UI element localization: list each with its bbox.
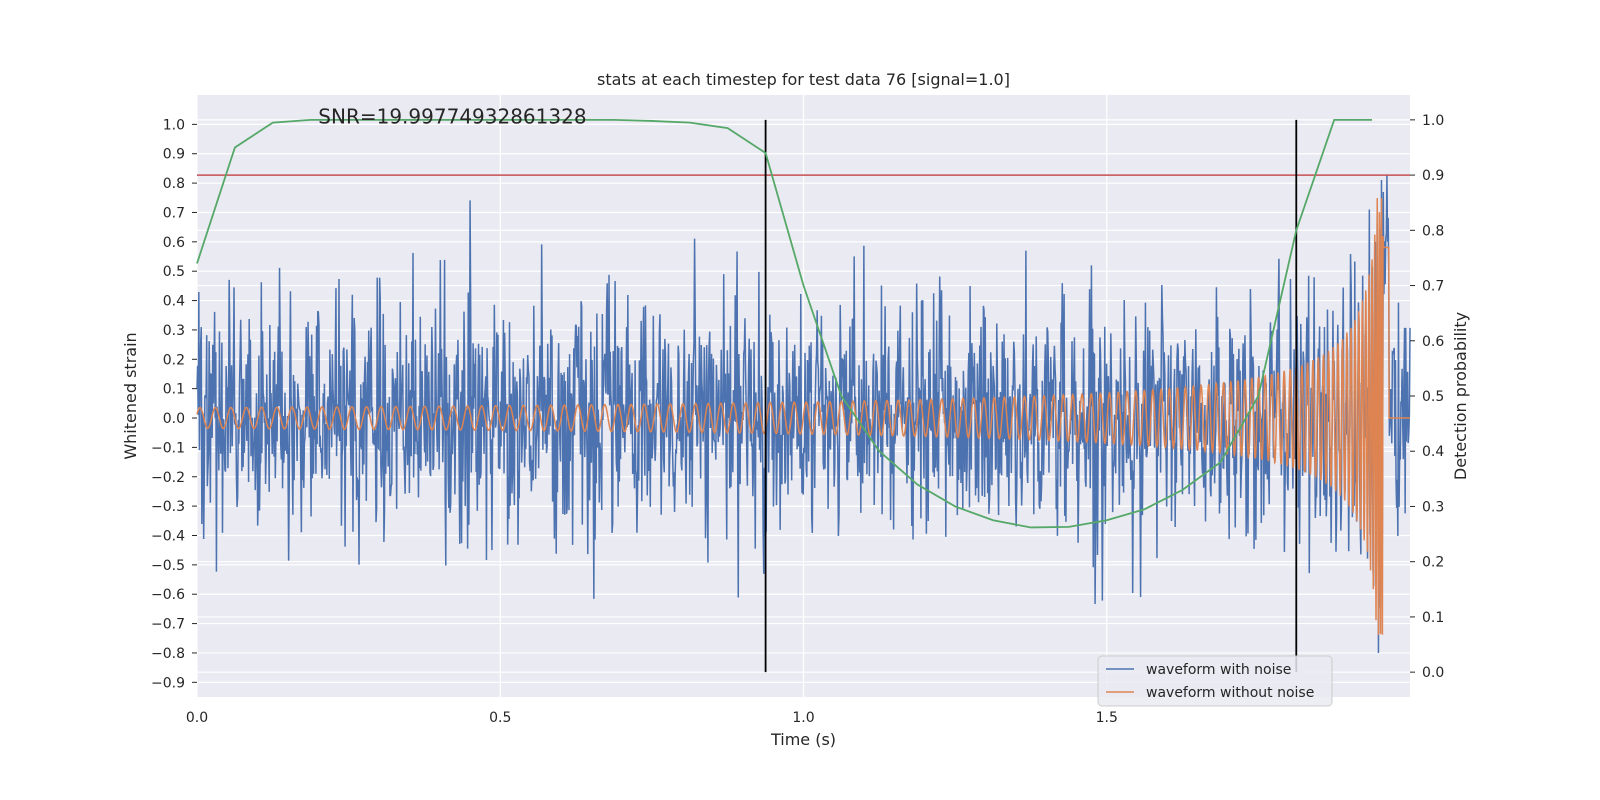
y-tick-label: −0.9 bbox=[151, 675, 185, 691]
y-tick-label: −0.7 bbox=[151, 617, 185, 633]
y-tick-label: 0.9 bbox=[163, 147, 185, 163]
series-layer bbox=[196, 174, 1411, 653]
y-tick-label: −0.4 bbox=[151, 528, 185, 544]
series-line-detection-probability bbox=[196, 118, 1373, 529]
y2-tick-label: 0.5 bbox=[1422, 389, 1444, 405]
y2-tick-label: 0.8 bbox=[1422, 223, 1444, 239]
y-tick-label: 1.0 bbox=[163, 117, 185, 133]
y-axis-ticks: 1.0 0.9 0.8 0.7 0.6 0.5 0.4 0.3 0.2 0.1 0.0 −0.1 −0.… bbox=[151, 117, 197, 691]
y2-tick-label: 0.3 bbox=[1422, 499, 1444, 515]
x-axis-ticks: 0.0 0.5 1.0 1.5 bbox=[186, 710, 1118, 726]
y-tick-label: 0.3 bbox=[163, 323, 185, 339]
y2-tick-label: 0.1 bbox=[1422, 610, 1444, 626]
legend-label-waveform-without-noise: waveform without noise bbox=[1146, 685, 1314, 701]
y-tick-label: 0.0 bbox=[163, 411, 185, 427]
y2-tick-label: 0.6 bbox=[1422, 334, 1444, 350]
y2-tick-label: 0.9 bbox=[1422, 168, 1444, 184]
legend: waveform with noise waveform without noi… bbox=[1097, 655, 1333, 707]
y2-tick-label: 0.4 bbox=[1422, 444, 1444, 460]
chart-title: stats at each timestep for test data 76 … bbox=[597, 70, 1010, 89]
y2-tick-label: 0.7 bbox=[1422, 279, 1444, 295]
x-tick-label: 0.0 bbox=[186, 710, 208, 726]
y-tick-label: −0.1 bbox=[151, 440, 185, 456]
y-tick-label: −0.2 bbox=[151, 470, 185, 486]
y-tick-label: 0.5 bbox=[163, 264, 185, 280]
series-line-waveform-without-noise bbox=[196, 198, 1410, 635]
y-tick-label: 0.8 bbox=[163, 176, 185, 192]
overlay-layer bbox=[196, 118, 1410, 673]
y2-tick-label: 0.2 bbox=[1422, 555, 1444, 571]
snr-annotation: SNR=19.99774932861328 bbox=[318, 104, 586, 128]
y-tick-label: 0.6 bbox=[163, 235, 185, 251]
x-axis-label: Time (s) bbox=[770, 730, 836, 749]
y-tick-label: −0.5 bbox=[151, 558, 185, 574]
x-tick-label: 1.5 bbox=[1096, 710, 1118, 726]
y-tick-label: −0.3 bbox=[151, 499, 185, 515]
y2-tick-label: 1.0 bbox=[1422, 113, 1444, 129]
y-tick-label: 0.1 bbox=[163, 382, 185, 398]
y-tick-label: 0.2 bbox=[163, 352, 185, 368]
y-axis-label: Whitened strain bbox=[121, 332, 140, 459]
y-tick-label: 0.4 bbox=[163, 294, 185, 310]
y2-tick-label: 0.0 bbox=[1422, 665, 1444, 681]
y2-axis-ticks: 1.0 0.9 0.8 0.7 0.6 0.5 0.4 0.3 0.2 0.1 0.0 bbox=[1410, 113, 1444, 681]
x-tick-label: 0.5 bbox=[489, 710, 511, 726]
series-line-waveform-with-noise bbox=[196, 174, 1411, 653]
legend-box bbox=[1097, 655, 1333, 707]
y-tick-label: −0.6 bbox=[151, 587, 185, 603]
legend-label-waveform-with-noise: waveform with noise bbox=[1146, 662, 1291, 678]
y2-axis-label: Detection probability bbox=[1451, 312, 1470, 480]
y-tick-label: 0.7 bbox=[163, 205, 185, 221]
x-tick-label: 1.0 bbox=[792, 710, 814, 726]
y-tick-label: −0.8 bbox=[151, 646, 185, 662]
